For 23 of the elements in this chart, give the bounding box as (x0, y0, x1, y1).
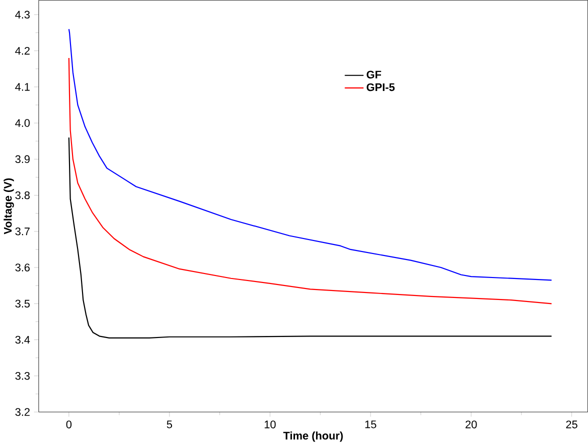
y-tick-label: 4.2 (15, 46, 30, 54)
x-tick-label: 25 (566, 420, 578, 428)
legend-label: GF (366, 70, 382, 78)
y-tick-label: 3.3 (15, 372, 30, 380)
x-axis-title: Time (hour) (283, 431, 343, 442)
y-tick-label: 3.7 (15, 227, 30, 236)
legend-label: GPI-5 (366, 83, 395, 91)
x-tick-label: 5 (166, 420, 172, 428)
y-tick-label: 3.6 (15, 263, 30, 272)
y-tick-label: 3.2 (15, 408, 30, 416)
x-tick-label: 20 (466, 420, 477, 428)
x-tick-label: 10 (264, 420, 276, 428)
line-series (68, 57, 552, 304)
y-tick-label: 3.8 (15, 191, 30, 199)
y-tick-label: 3.9 (15, 155, 30, 163)
x-tick-label: 0 (66, 420, 72, 428)
x-tick-label: 15 (365, 420, 376, 428)
y-tick-label: 3.4 (15, 336, 30, 344)
y-axis-title: Voltage (V) (4, 178, 14, 234)
y-tick-label: 4.0 (15, 118, 30, 127)
y-tick-label: 3.5 (15, 300, 30, 308)
y-tick-label: 4.1 (15, 82, 30, 90)
y-tick-label: 4.3 (15, 10, 30, 18)
